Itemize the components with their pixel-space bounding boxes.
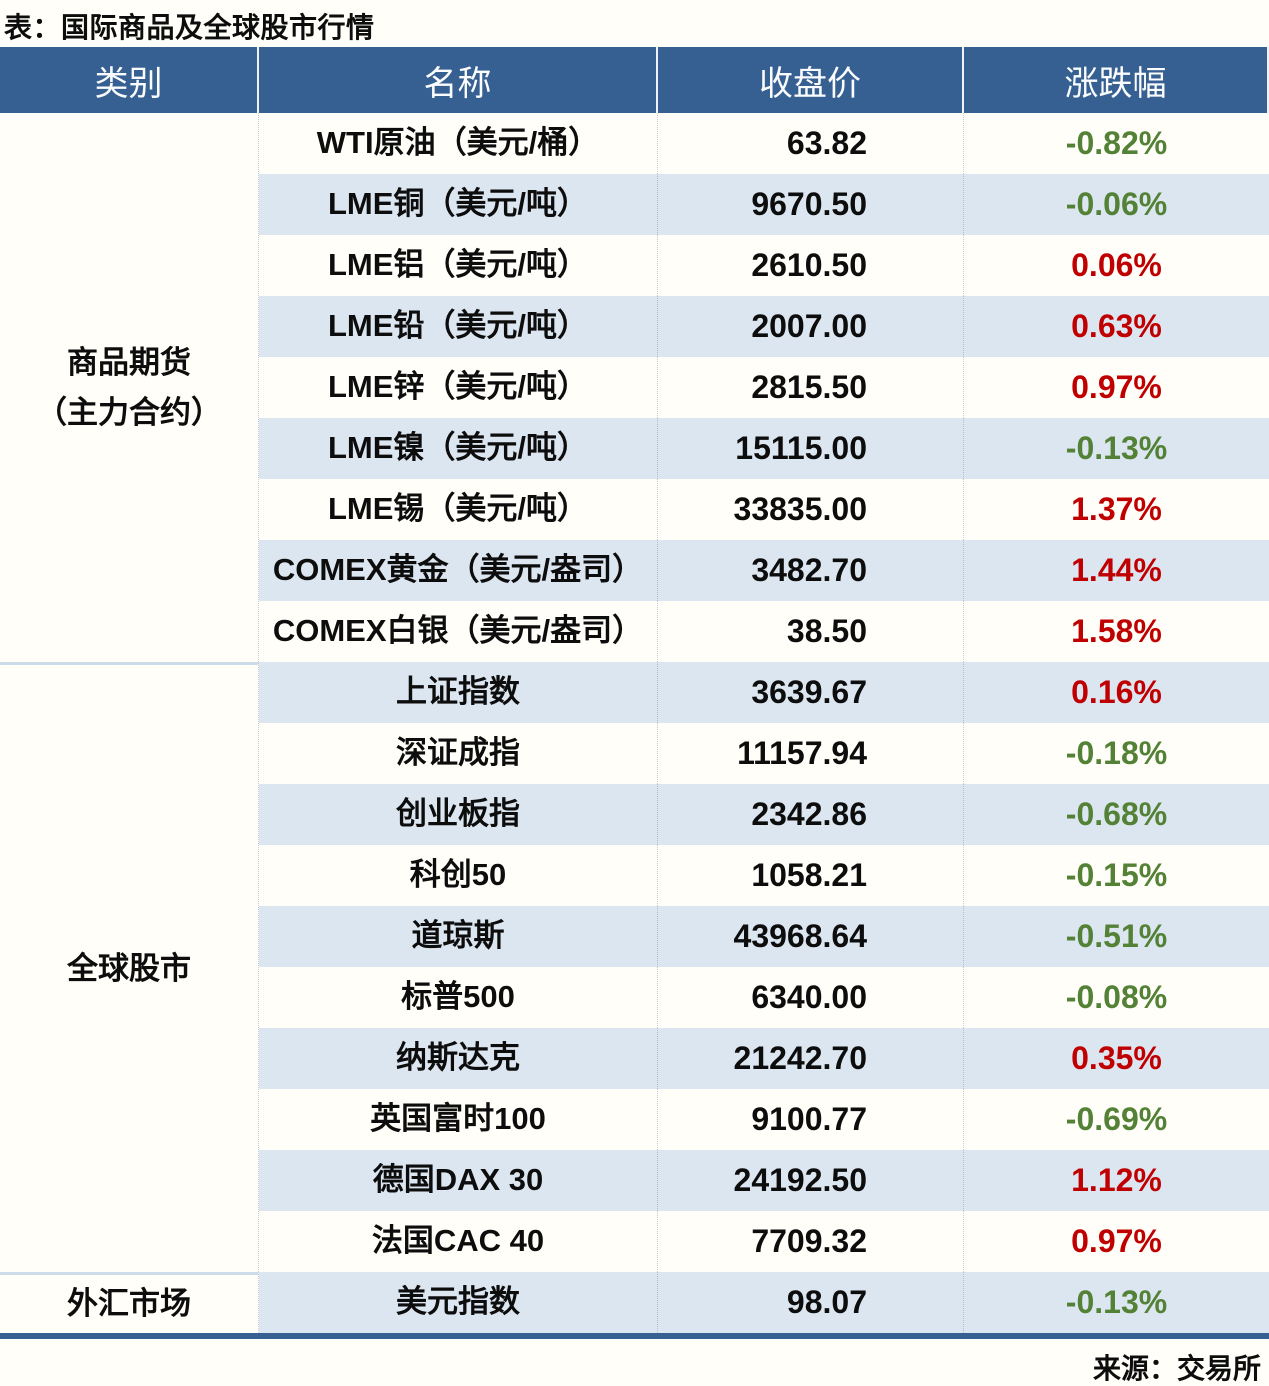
change-cell: 1.44% (964, 540, 1269, 601)
change-cell: 0.97% (1071, 1222, 1162, 1259)
category-label-line: 全球股市 (67, 950, 191, 986)
name-cell: 美元指数 (259, 1272, 658, 1333)
change-cell: 1.37% (1071, 490, 1162, 527)
name-cell: COMEX白银（美元/盎司） (259, 601, 658, 662)
quotes-table: 类别 名称 收盘价 涨跌幅商品期货 （主力合约） WTI原油（美元/桶） 63.82 -0.8… (0, 47, 1269, 1333)
change-cell: -0.82% (1065, 124, 1168, 161)
close-price-cell: 2007.00 (658, 296, 964, 357)
name-cell: LME镍（美元/吨） (259, 418, 658, 479)
close-price-cell: 43968.64 (658, 906, 964, 967)
category-label-line: 外汇市场 (67, 1286, 191, 1322)
change-cell: -0.68% (964, 784, 1269, 845)
name-cell: LME铜（美元/吨） (259, 174, 658, 235)
name-cell: 法国CAC 40 (259, 1211, 658, 1272)
close-price-cell: 3639.67 (658, 662, 964, 723)
close-price-cell: 15115.00 (658, 418, 964, 479)
name-cell: COMEX黄金（美元/盎司） (259, 540, 658, 601)
category-cell: 商品期货 （主力合约） (0, 113, 259, 662)
change-cell: 1.12% (964, 1150, 1269, 1211)
category-cell: 全球股市 (0, 662, 259, 1272)
change-cell: -0.06% (964, 174, 1269, 235)
name-cell: LME铝（美元/吨） (259, 235, 658, 296)
change-cell: -0.13% (964, 1272, 1269, 1333)
close-price-cell: 9670.50 (658, 174, 964, 235)
name-cell: 科创50 (259, 845, 658, 906)
name-cell: 德国DAX 30 (259, 1150, 658, 1211)
change-cell: 1.58% (1071, 612, 1162, 649)
change-cell: -0.18% (1065, 734, 1168, 771)
change-cell: -0.51% (964, 906, 1269, 967)
table-bottom-rule (0, 1333, 1269, 1339)
close-price-cell: 63.82 (658, 113, 964, 174)
close-price-cell: 2815.50 (658, 357, 964, 418)
name-cell: LME锌（美元/吨） (259, 357, 658, 418)
close-price-cell: 98.07 (658, 1272, 964, 1333)
close-price-cell: 9100.77 (658, 1089, 964, 1150)
close-price-cell: 7709.32 (658, 1211, 964, 1272)
change-cell: 0.97% (1071, 368, 1162, 405)
change-cell: -0.13% (964, 418, 1269, 479)
change-cell: 0.06% (1071, 246, 1162, 283)
close-price-cell: 1058.21 (658, 845, 964, 906)
close-price-cell: 33835.00 (658, 479, 964, 540)
name-cell: 标普500 (259, 967, 658, 1028)
name-cell: 上证指数 (259, 662, 658, 723)
header-cell-2: 收盘价 (658, 47, 964, 113)
name-cell: LME铅（美元/吨） (259, 296, 658, 357)
page-title: 表：国际商品及全球股市行情 (4, 12, 375, 43)
header-cell-1: 名称 (259, 47, 658, 113)
name-cell: WTI原油（美元/桶） (259, 113, 658, 174)
name-cell: 道琼斯 (259, 906, 658, 967)
close-price-cell: 24192.50 (658, 1150, 964, 1211)
change-cell: 0.63% (964, 296, 1269, 357)
change-cell: 0.16% (964, 662, 1269, 723)
change-cell: -0.15% (1065, 856, 1168, 893)
category-label-line: （主力合约） (36, 394, 222, 430)
close-price-cell: 2342.86 (658, 784, 964, 845)
change-cell: 0.35% (964, 1028, 1269, 1089)
header-cell-3: 涨跌幅 (964, 47, 1269, 113)
name-cell: 纳斯达克 (259, 1028, 658, 1089)
close-price-cell: 38.50 (658, 601, 964, 662)
category-cell: 外汇市场 (0, 1272, 259, 1333)
close-price-cell: 11157.94 (658, 723, 964, 784)
close-price-cell: 2610.50 (658, 235, 964, 296)
change-cell: -0.08% (1065, 978, 1168, 1015)
name-cell: 创业板指 (259, 784, 658, 845)
name-cell: 英国富时100 (259, 1089, 658, 1150)
name-cell: LME锡（美元/吨） (259, 479, 658, 540)
source-note: 来源：交易所 (1092, 1353, 1261, 1384)
close-price-cell: 3482.70 (658, 540, 964, 601)
header-cell-0: 类别 (0, 47, 259, 113)
category-label-line: 商品期货 (67, 344, 191, 380)
close-price-cell: 21242.70 (658, 1028, 964, 1089)
name-cell: 深证成指 (259, 723, 658, 784)
change-cell: -0.69% (1065, 1100, 1168, 1137)
close-price-cell: 6340.00 (658, 967, 964, 1028)
